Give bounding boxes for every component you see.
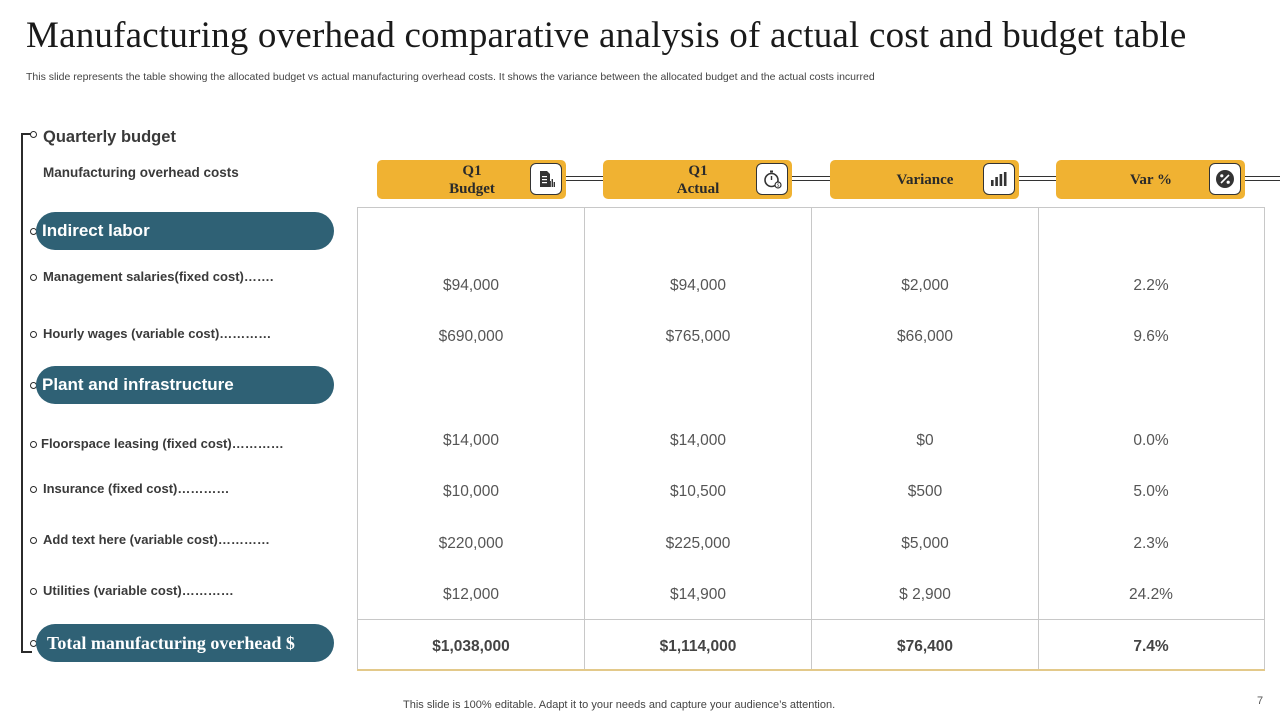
cell-addtext-varpct: 2.3% — [1133, 535, 1169, 552]
cell-mgmt-actual: $94,000 — [669, 277, 727, 294]
header-connector — [1244, 176, 1280, 181]
cell-hourly-variance: $66,000 — [896, 328, 954, 345]
timeline-dot — [30, 537, 37, 544]
cell-total-budget: $1,038,000 — [432, 638, 510, 655]
column-divider — [811, 208, 812, 670]
cell-total-varpct: 7.4% — [1133, 638, 1169, 655]
cell-hourly-budget: $690,000 — [438, 328, 504, 345]
row-label-add-text: Add text here (variable cost)………… — [43, 532, 270, 547]
header-line1: Variance — [896, 171, 954, 188]
stopwatch-icon: $ — [756, 163, 788, 195]
document-chart-icon — [530, 163, 562, 195]
row-label-utilities: Utilities (variable cost)………… — [43, 583, 234, 598]
cell-addtext-variance: $5,000 — [901, 535, 949, 552]
cell-total-actual: $1,114,000 — [659, 638, 737, 655]
row-label-floorspace-leasing: Floorspace leasing (fixed cost)………… — [41, 436, 284, 451]
bar-chart-icon — [983, 163, 1015, 195]
header-q1-actual: Q1 Actual $ — [603, 160, 792, 199]
header-connector — [791, 176, 831, 181]
timeline-dot — [30, 441, 37, 448]
page-title: Manufacturing overhead comparative analy… — [26, 15, 1187, 56]
timeline-dot — [30, 486, 37, 493]
footer-note: This slide is 100% editable. Adapt it to… — [403, 699, 836, 711]
row-label-insurance: Insurance (fixed cost)………… — [43, 481, 230, 496]
total-overhead-label: Total manufacturing overhead $ — [36, 624, 334, 662]
cell-hourly-varpct: 9.6% — [1133, 328, 1169, 345]
page-subtitle: This slide represents the table showing … — [26, 71, 875, 83]
percent-icon — [1209, 163, 1241, 195]
cell-mgmt-varpct: 2.2% — [1133, 277, 1169, 294]
timeline-stub — [21, 133, 32, 135]
timeline-stub — [21, 651, 32, 653]
header-line2: Budget — [449, 180, 495, 197]
quarterly-budget-heading: Quarterly budget — [43, 128, 176, 146]
column-divider — [1038, 208, 1039, 670]
cell-floor-actual: $14,000 — [669, 432, 727, 449]
cell-utilities-variance: $ 2,900 — [899, 586, 951, 603]
row-label-hourly-wages: Hourly wages (variable cost)………… — [43, 326, 272, 341]
page-number: 7 — [1257, 695, 1264, 707]
table-bottom-border — [357, 669, 1265, 671]
section-indirect-labor: Indirect labor — [36, 212, 334, 250]
timeline-dot — [30, 274, 37, 281]
timeline-dot — [30, 331, 37, 338]
header-var-percent: Var % — [1056, 160, 1245, 199]
column-divider — [584, 208, 585, 670]
row-label-management-salaries: Management salaries(fixed cost)……. — [43, 269, 274, 284]
cell-addtext-budget: $220,000 — [438, 535, 504, 552]
cell-addtext-actual: $225,000 — [665, 535, 731, 552]
svg-text:$: $ — [777, 183, 780, 189]
timeline-line — [21, 133, 23, 652]
cost-table: $94,000 $94,000 $2,000 2.2% $690,000 $76… — [357, 207, 1265, 671]
cell-hourly-actual: $765,000 — [665, 328, 731, 345]
header-line2: Actual — [676, 180, 720, 197]
cell-insurance-budget: $10,000 — [442, 483, 500, 500]
cell-floor-variance: $0 — [916, 432, 934, 449]
cell-utilities-budget: $12,000 — [442, 586, 500, 603]
cell-mgmt-budget: $94,000 — [442, 277, 500, 294]
header-line1: Q1 — [462, 162, 482, 179]
header-connector — [1018, 176, 1057, 181]
timeline-dot — [30, 588, 37, 595]
cell-utilities-varpct: 24.2% — [1129, 586, 1173, 603]
header-line1: Var % — [1129, 171, 1173, 188]
header-variance: Variance — [830, 160, 1019, 199]
cell-total-variance: $76,400 — [896, 638, 954, 655]
cell-mgmt-variance: $2,000 — [901, 277, 949, 294]
header-line1: Q1 — [688, 162, 708, 179]
cell-floor-varpct: 0.0% — [1133, 432, 1169, 449]
header-connector — [565, 176, 604, 181]
total-divider — [358, 619, 1264, 620]
cell-insurance-actual: $10,500 — [669, 483, 727, 500]
cell-utilities-actual: $14,900 — [669, 586, 727, 603]
cell-insurance-variance: $500 — [907, 483, 943, 500]
header-q1-budget: Q1 Budget — [377, 160, 566, 199]
section-plant-infrastructure: Plant and infrastructure — [36, 366, 334, 404]
cell-floor-budget: $14,000 — [442, 432, 500, 449]
cell-insurance-varpct: 5.0% — [1133, 483, 1169, 500]
timeline-dot — [30, 131, 37, 138]
overhead-costs-subheading: Manufacturing overhead costs — [43, 165, 239, 180]
